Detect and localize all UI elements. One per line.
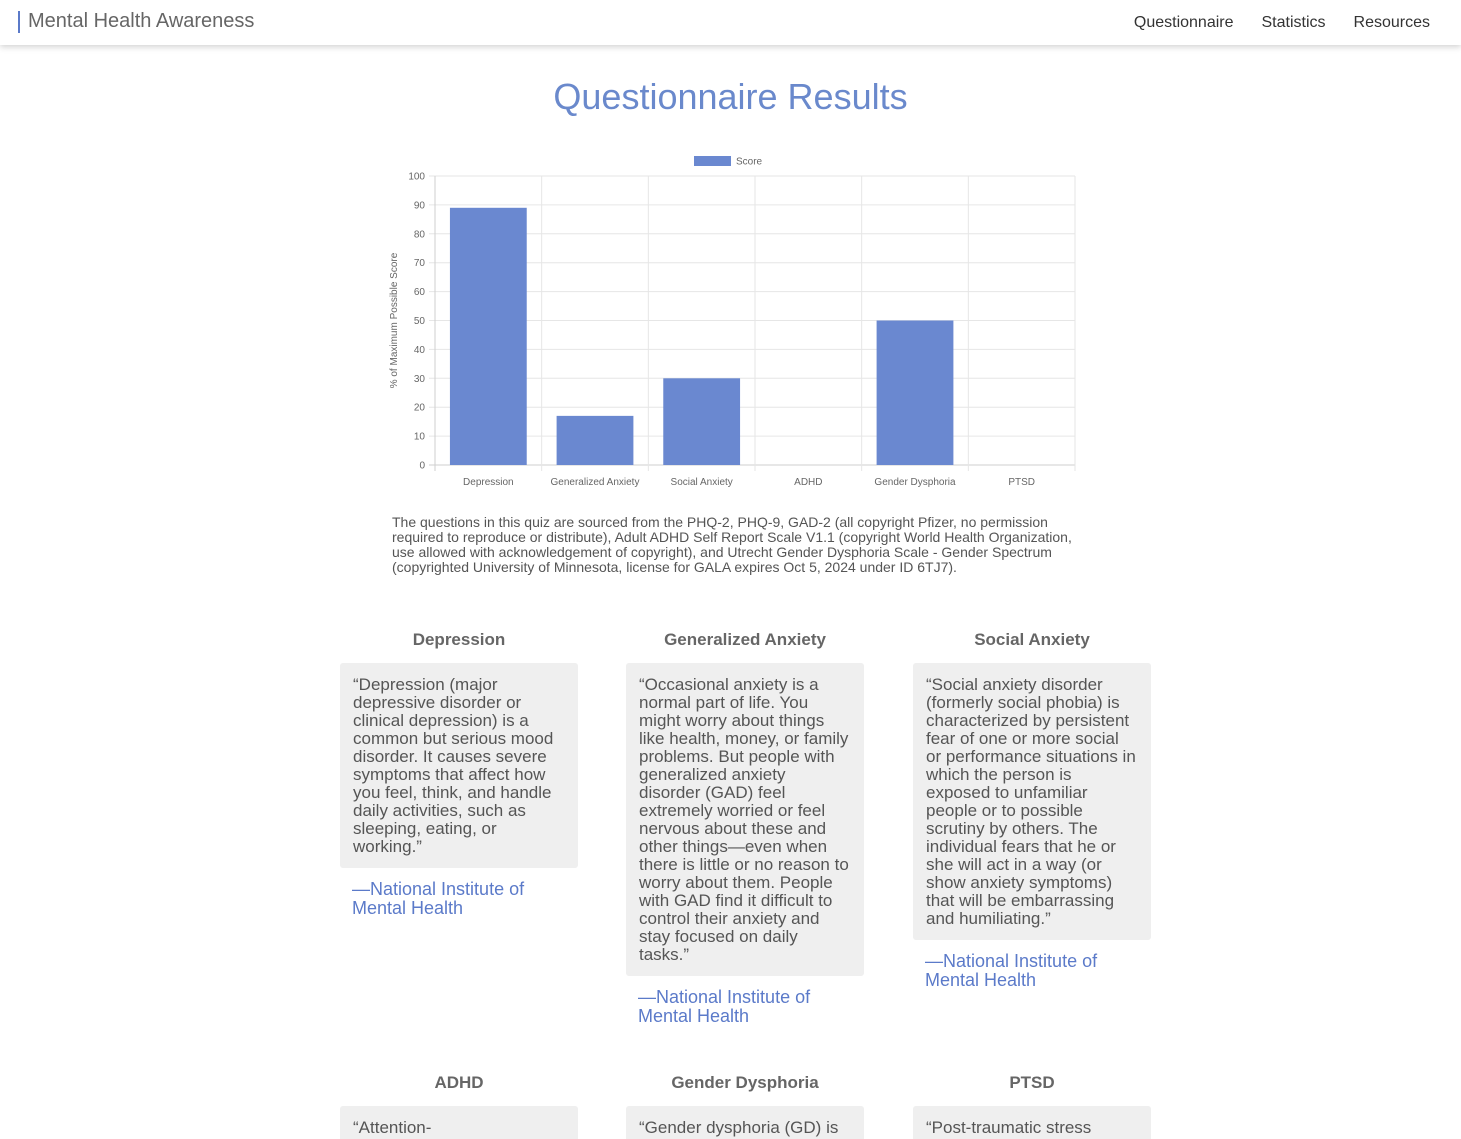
results-bar-chart: 0 10 20 30 40 50 60 70 80 90 100 Depression Generali… [380,145,1090,495]
nav-link-statistics[interactable]: Statistics [1261,13,1326,31]
nav-links: Questionnaire Statistics Resources [1106,14,1430,32]
card-citation-link[interactable]: —National Institute of Mental Health [352,879,525,918]
y-tick-label: 60 [414,287,426,298]
card-quote: “Social anxiety disorder (formerly socia… [913,663,1151,940]
card-quote: “Occasional anxiety is a normal part of … [626,663,864,976]
y-tick-label: 30 [414,374,426,385]
card-generalized-anxiety: Generalized Anxiety “Occasional anxiety … [626,630,864,1026]
card-social-anxiety: Social Anxiety “Social anxiety disorder … [913,630,1151,990]
x-tick-label: Depression [463,477,514,488]
y-tick-label: 0 [419,461,425,472]
y-tick-label: 20 [414,403,426,414]
brand-accent-bar [18,10,20,33]
card-title: Social Anxiety [974,630,1090,649]
y-tick-label: 40 [414,345,426,356]
bar-generalized-anxiety [556,415,634,465]
nav-link-questionnaire[interactable]: Questionnaire [1133,13,1234,31]
source-note: The questions in this quiz are sourced f… [392,514,1072,575]
legend-swatch [694,156,731,166]
card-depression: Depression “Depression (major depressive… [340,630,578,918]
bar-depression [449,207,527,465]
top-navbar: Mental Health Awareness Questionnaire St… [0,0,1461,45]
x-tick-label: Social Anxiety [671,477,733,488]
x-tick-label: PTSD [1008,477,1035,488]
y-axis-label: % of Maximum Possible Score [389,252,400,388]
chart-svg: 0 10 20 30 40 50 60 70 80 90 100 Depression Generali… [389,156,1076,488]
bar-social-anxiety [663,378,741,465]
card-title: Gender Dysphoria [671,1073,819,1092]
y-tick-label: 70 [414,258,426,269]
card-adhd: ADHD “Attention- [340,1073,578,1139]
x-tick-label: ADHD [794,477,822,488]
x-tick-label: Generalized Anxiety [551,477,640,488]
bar-gender-dysphoria [876,320,954,465]
x-tick-label: Gender Dysphoria [874,477,956,488]
card-title: Depression [412,630,506,649]
brand[interactable]: Mental Health Awareness [18,0,254,45]
card-quote: “Depression (major depressive disorder o… [340,663,578,868]
y-tick-label: 10 [414,432,426,443]
card-title: PTSD [1009,1073,1055,1092]
card-gender-dysphoria: Gender Dysphoria “Gender dysphoria (GD) … [626,1073,864,1139]
card-ptsd: PTSD “Post-traumatic stress [913,1073,1151,1139]
y-tick-label: 100 [408,172,425,183]
brand-title[interactable]: Mental Health Awareness [28,10,255,32]
y-tick-label: 50 [414,316,426,327]
nav-link-resources[interactable]: Resources [1353,13,1430,31]
card-title: ADHD [434,1073,484,1092]
y-tick-label: 80 [414,229,426,240]
card-quote: “Gender dysphoria (GD) is [626,1106,864,1139]
y-tick-label: 90 [414,200,426,211]
card-title: Generalized Anxiety [664,630,826,649]
card-citation-link[interactable]: —National Institute of Mental Health [925,951,1098,990]
card-quote: “Attention- [340,1106,578,1139]
legend-label: Score [736,157,763,168]
card-quote: “Post-traumatic stress [913,1106,1151,1139]
page-title: Questionnaire Results [553,76,908,117]
card-citation-link[interactable]: —National Institute of Mental Health [638,987,811,1026]
